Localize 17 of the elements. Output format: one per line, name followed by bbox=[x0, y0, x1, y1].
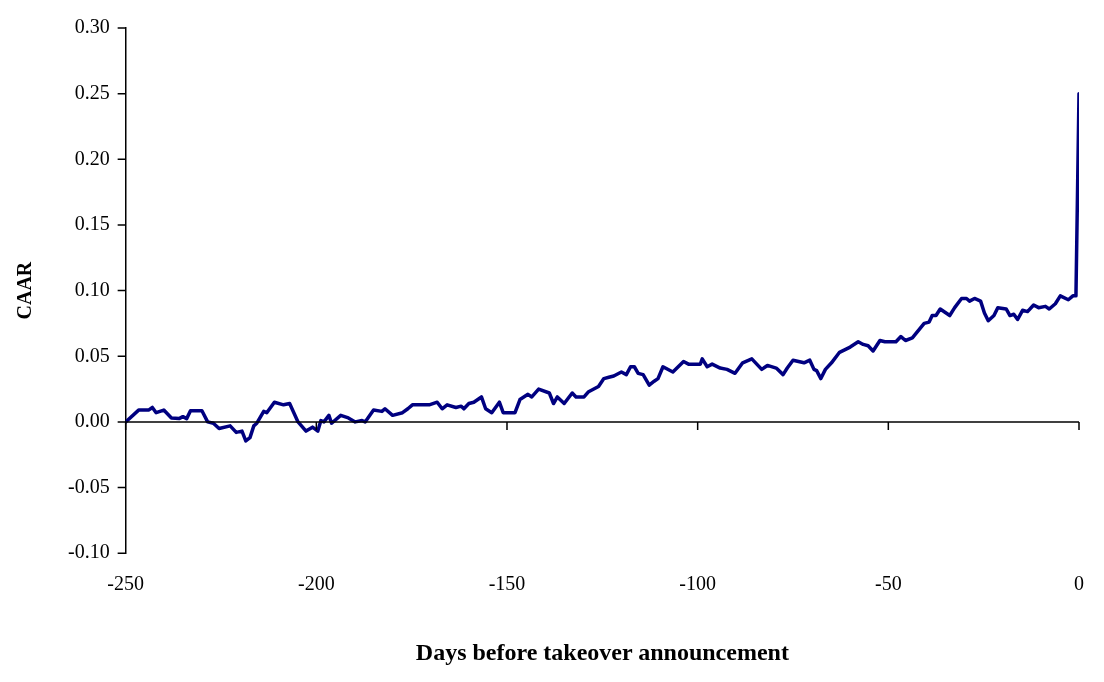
y-tick-label: -0.10 bbox=[67, 540, 110, 563]
y-tick-label: 0.10 bbox=[74, 277, 110, 300]
y-tick-label: 0.00 bbox=[74, 409, 110, 432]
x-tick-label: -250 bbox=[107, 572, 144, 595]
y-tick-label: 0.15 bbox=[74, 212, 110, 235]
x-tick-label: -150 bbox=[488, 572, 526, 595]
y-tick-label: 0.25 bbox=[74, 80, 110, 103]
x-tick-label: -100 bbox=[679, 572, 716, 595]
x-axis-title: Days before takeover announcement bbox=[415, 638, 789, 665]
x-tick-label: 0 bbox=[1074, 572, 1084, 595]
y-axis-title: CAAR bbox=[13, 261, 36, 320]
y-tick-label: 0.30 bbox=[74, 15, 110, 38]
x-tick-label: -50 bbox=[875, 572, 902, 595]
x-tick-label: -200 bbox=[297, 572, 335, 595]
y-tick-label: -0.05 bbox=[67, 474, 110, 497]
y-tick-label: 0.05 bbox=[74, 343, 110, 366]
y-tick-label: 0.20 bbox=[74, 146, 110, 169]
